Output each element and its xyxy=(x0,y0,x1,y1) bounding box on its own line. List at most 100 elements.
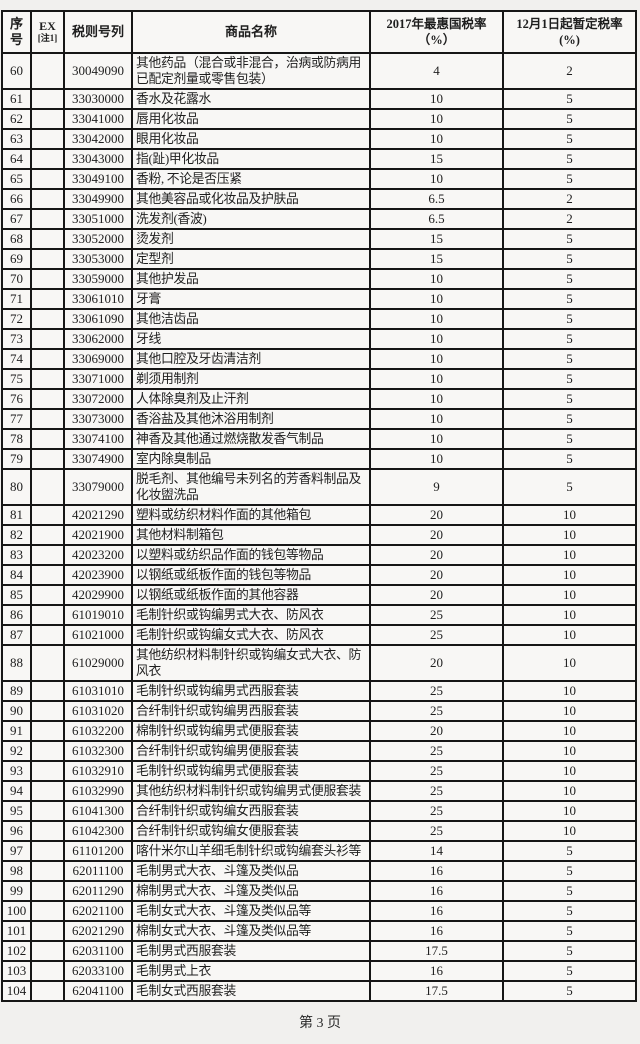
row-ex xyxy=(30,468,65,506)
row-product-name: 其他药品（混合或非混合，治病或防病用已配定剂量或零售包装） xyxy=(131,52,371,90)
table-row: 63 33042000 眼用化妆品 10 5 xyxy=(1,128,637,150)
row-product-name: 毛制女式西服套装 xyxy=(131,980,371,1002)
row-ex xyxy=(30,328,65,350)
table-row: 87 61021000 毛制针织或钩编女式大衣、防风衣 25 10 xyxy=(1,624,637,646)
row-ex xyxy=(30,128,65,150)
row-mfn-rate-2017: 16 xyxy=(369,860,504,882)
row-mfn-rate-2017: 25 xyxy=(369,700,504,722)
row-provisional-rate-dec1: 5 xyxy=(502,308,637,330)
table-row: 69 33053000 定型剂 15 5 xyxy=(1,248,637,270)
row-provisional-rate-dec1: 5 xyxy=(502,248,637,270)
row-tariff-code: 33062000 xyxy=(63,328,133,350)
row-mfn-rate-2017: 20 xyxy=(369,584,504,606)
header-provisional-rate-line2: (%) xyxy=(559,33,580,47)
row-tariff-code: 33061010 xyxy=(63,288,133,310)
row-provisional-rate-dec1: 5 xyxy=(502,148,637,170)
row-ex xyxy=(30,168,65,190)
header-provisional-rate-dec1: 12月1日起暂定税率 (%) xyxy=(502,10,637,54)
row-mfn-rate-2017: 10 xyxy=(369,368,504,390)
row-mfn-rate-2017: 25 xyxy=(369,780,504,802)
row-seq: 96 xyxy=(1,820,32,842)
row-product-name: 其他材料制箱包 xyxy=(131,524,371,546)
row-ex xyxy=(30,288,65,310)
row-product-name: 合纤制针织或钩编女便服套装 xyxy=(131,820,371,842)
row-mfn-rate-2017: 25 xyxy=(369,624,504,646)
row-seq: 97 xyxy=(1,840,32,862)
row-mfn-rate-2017: 10 xyxy=(369,348,504,370)
row-seq: 73 xyxy=(1,328,32,350)
header-mfn-rate-2017-line2: （%） xyxy=(417,33,456,47)
row-seq: 89 xyxy=(1,680,32,702)
row-provisional-rate-dec1: 5 xyxy=(502,128,637,150)
row-tariff-code: 61101200 xyxy=(63,840,133,862)
row-tariff-code: 62031100 xyxy=(63,940,133,962)
row-product-name: 香粉, 不论是否压紧 xyxy=(131,168,371,190)
header-mfn-rate-2017: 2017年最惠国税率 （%） xyxy=(369,10,504,54)
row-provisional-rate-dec1: 5 xyxy=(502,288,637,310)
row-tariff-code: 42023200 xyxy=(63,544,133,566)
row-tariff-code: 33043000 xyxy=(63,148,133,170)
table-row: 62 33041000 唇用化妆品 10 5 xyxy=(1,108,637,130)
row-seq: 65 xyxy=(1,168,32,190)
row-mfn-rate-2017: 20 xyxy=(369,720,504,742)
table-row: 60 30049090 其他药品（混合或非混合，治病或防病用已配定剂量或零售包装… xyxy=(1,52,637,90)
row-seq: 98 xyxy=(1,860,32,882)
row-tariff-code: 42021900 xyxy=(63,524,133,546)
row-provisional-rate-dec1: 2 xyxy=(502,188,637,210)
row-mfn-rate-2017: 10 xyxy=(369,328,504,350)
row-ex xyxy=(30,52,65,90)
row-mfn-rate-2017: 6.5 xyxy=(369,208,504,230)
row-seq: 70 xyxy=(1,268,32,290)
row-provisional-rate-dec1: 10 xyxy=(502,604,637,626)
row-ex xyxy=(30,700,65,722)
table-row: 76 33072000 人体除臭剂及止汗剂 10 5 xyxy=(1,388,637,410)
row-seq: 93 xyxy=(1,760,32,782)
row-product-name: 剃须用制剂 xyxy=(131,368,371,390)
row-ex xyxy=(30,960,65,982)
row-product-name: 其他口腔及牙齿清洁剂 xyxy=(131,348,371,370)
row-ex xyxy=(30,680,65,702)
row-seq: 71 xyxy=(1,288,32,310)
row-ex xyxy=(30,308,65,330)
row-tariff-code: 62021100 xyxy=(63,900,133,922)
row-mfn-rate-2017: 10 xyxy=(369,388,504,410)
row-mfn-rate-2017: 10 xyxy=(369,308,504,330)
row-tariff-code: 62011100 xyxy=(63,860,133,882)
row-provisional-rate-dec1: 10 xyxy=(502,544,637,566)
row-tariff-code: 33061090 xyxy=(63,308,133,330)
row-seq: 82 xyxy=(1,524,32,546)
row-tariff-code: 33049100 xyxy=(63,168,133,190)
row-mfn-rate-2017: 25 xyxy=(369,760,504,782)
table-row: 73 33062000 牙线 10 5 xyxy=(1,328,637,350)
table-row: 66 33049900 其他美容品或化妆品及护肤品 6.5 2 xyxy=(1,188,637,210)
table-row: 84 42023900 以钢纸或纸板作面的钱包等物品 20 10 xyxy=(1,564,637,586)
row-ex xyxy=(30,940,65,962)
row-tariff-code: 42029900 xyxy=(63,584,133,606)
table-row: 93 61032910 毛制针织或钩编男式便服套装 25 10 xyxy=(1,760,637,782)
row-tariff-code: 61032990 xyxy=(63,780,133,802)
table-row: 91 61032200 棉制针织或钩编男式便服套装 20 10 xyxy=(1,720,637,742)
row-seq: 76 xyxy=(1,388,32,410)
table-row: 68 33052000 烫发剂 15 5 xyxy=(1,228,637,250)
row-tariff-code: 33073000 xyxy=(63,408,133,430)
row-seq: 85 xyxy=(1,584,32,606)
row-tariff-code: 33041000 xyxy=(63,108,133,130)
row-seq: 83 xyxy=(1,544,32,566)
row-mfn-rate-2017: 14 xyxy=(369,840,504,862)
table-row: 65 33049100 香粉, 不论是否压紧 10 5 xyxy=(1,168,637,190)
row-tariff-code: 33074900 xyxy=(63,448,133,470)
table-row: 86 61019010 毛制针织或钩编男式大衣、防风衣 25 10 xyxy=(1,604,637,626)
row-mfn-rate-2017: 15 xyxy=(369,248,504,270)
row-mfn-rate-2017: 20 xyxy=(369,504,504,526)
row-seq: 94 xyxy=(1,780,32,802)
row-ex xyxy=(30,740,65,762)
row-ex xyxy=(30,448,65,470)
row-provisional-rate-dec1: 10 xyxy=(502,820,637,842)
row-product-name: 塑料或纺织材料作面的其他箱包 xyxy=(131,504,371,526)
row-tariff-code: 61031020 xyxy=(63,700,133,722)
row-product-name: 喀什米尔山羊细毛制针织或钩编套头衫等 xyxy=(131,840,371,862)
table-row: 85 42029900 以钢纸或纸板作面的其他容器 20 10 xyxy=(1,584,637,606)
row-product-name: 脱毛剂、其他编号未列名的芳香料制品及化妆盥洗品 xyxy=(131,468,371,506)
row-ex xyxy=(30,920,65,942)
row-ex xyxy=(30,108,65,130)
